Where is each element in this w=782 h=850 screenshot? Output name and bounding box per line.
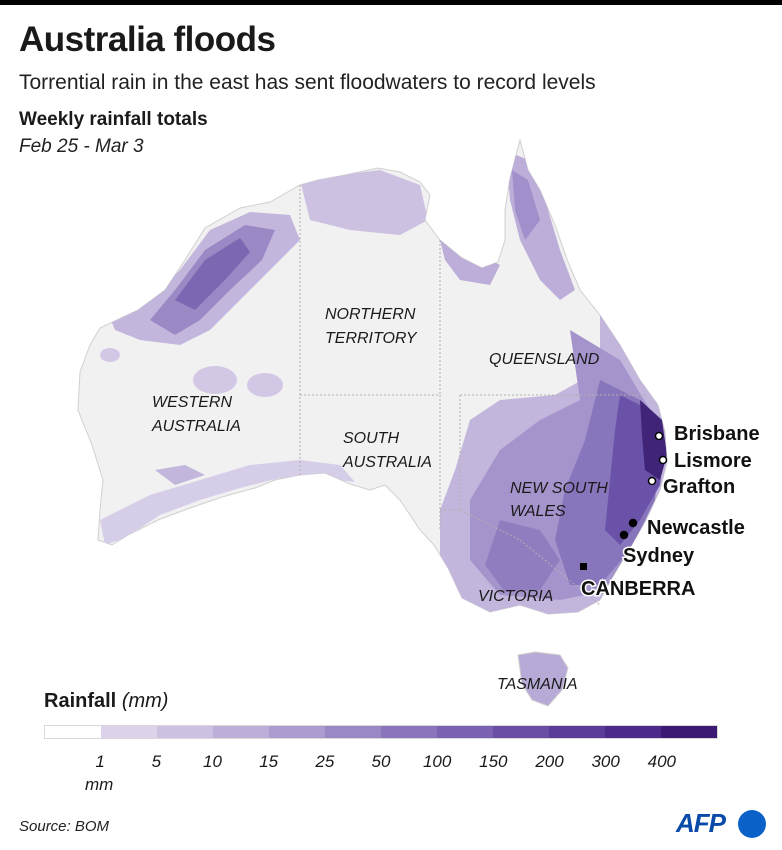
legend-swatch	[493, 726, 549, 738]
legend-swatch	[269, 726, 325, 738]
legend-color-bar	[44, 725, 718, 739]
city-marker-sydney	[619, 530, 629, 540]
legend-swatch	[157, 726, 213, 738]
legend-swatch	[213, 726, 269, 738]
city-label-newcastle: Newcastle	[647, 517, 745, 539]
label-qld: QUEENSLAND	[489, 351, 600, 368]
section-title: Weekly rainfall totals	[19, 109, 208, 130]
label-vic: VICTORIA	[478, 588, 553, 605]
city-label-canberra: CANBERRA	[581, 578, 695, 600]
label-nsw-line1: NEW SOUTH	[510, 480, 608, 497]
label-nt-line1: NORTHERN	[325, 306, 416, 323]
legend-swatch	[45, 726, 101, 738]
afp-logo: AFP	[676, 806, 766, 842]
legend-swatch	[605, 726, 661, 738]
page-title: Australia floods	[19, 20, 276, 59]
legend-title-unit: (mm)	[121, 690, 169, 712]
legend-tick-label: 300	[591, 752, 620, 771]
date-range: Feb 25 - Mar 3	[19, 136, 144, 157]
city-label-sydney: Sydney	[623, 545, 695, 567]
source-credit: Source: BOM	[19, 818, 110, 835]
afp-logo-dot	[738, 810, 766, 838]
legend-tick-label: 10	[203, 752, 222, 771]
legend-title: Rainfall (mm)	[44, 690, 168, 713]
legend-tick-label: 150	[479, 752, 508, 771]
label-nsw-line2: WALES	[510, 503, 566, 520]
legend-swatch	[437, 726, 493, 738]
legend-swatch	[549, 726, 605, 738]
legend-tick-label: 400	[647, 752, 677, 771]
legend-swatch	[661, 726, 717, 738]
legend-tick-label: 200	[535, 752, 564, 771]
legend-tick-label: 5	[151, 752, 162, 771]
legend-swatch	[325, 726, 381, 738]
legend-tick-label: 25	[315, 752, 335, 771]
city-label-brisbane: Brisbane	[674, 423, 760, 445]
legend-swatch	[101, 726, 157, 738]
top-rule	[0, 0, 782, 5]
page-subtitle: Torrential rain in the east has sent flo…	[19, 71, 596, 94]
city-label-lismore: Lismore	[674, 450, 752, 472]
legend-tick-label: 100	[422, 752, 452, 771]
legend-title-main: Rainfall	[44, 690, 117, 712]
city-label-grafton: Grafton	[663, 476, 735, 498]
legend-unit: mm	[85, 775, 114, 794]
city-marker-newcastle	[628, 518, 638, 528]
city-marker-lismore	[658, 455, 668, 465]
legend-tick-label: 1	[95, 752, 105, 771]
label-wa-line2: AUSTRALIA	[151, 418, 241, 435]
city-marker-brisbane	[654, 431, 664, 441]
label-nt-line2: TERRITORY	[325, 330, 418, 347]
afp-logo-text: AFP	[676, 808, 726, 838]
legend-ticks: 1 5 10 15 25 50 100 150 200 300 400	[44, 752, 718, 792]
label-tas: TASMANIA	[497, 676, 578, 693]
label-sa-line1: SOUTH	[343, 430, 399, 447]
city-marker-grafton	[647, 476, 657, 486]
label-wa-line1: WESTERN	[152, 394, 232, 411]
legend-tick-label: 50	[371, 752, 391, 771]
legend-swatch	[381, 726, 437, 738]
rainfall-map: NORTHERN TERRITORY QUEENSLAND WESTERN AU…	[77, 139, 761, 707]
legend-tick-label: 15	[259, 752, 279, 771]
label-sa-line2: AUSTRALIA	[342, 454, 432, 471]
capital-marker-canberra	[580, 563, 587, 570]
